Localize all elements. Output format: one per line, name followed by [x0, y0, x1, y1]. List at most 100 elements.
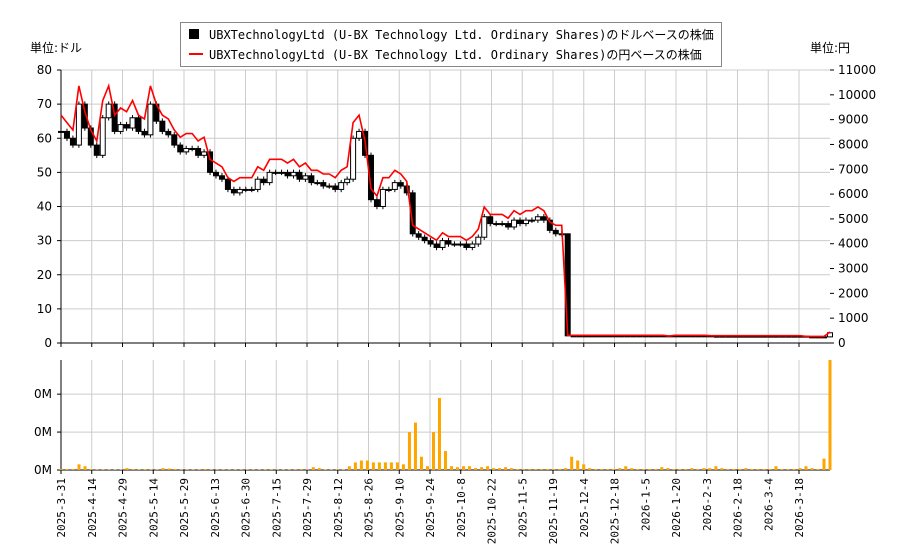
- candle-body: [177, 144, 184, 153]
- candle-body: [540, 216, 547, 221]
- volume-bar: [702, 468, 706, 470]
- candle: [463, 241, 470, 251]
- volume-bar: [516, 469, 520, 470]
- candle-body: [296, 171, 303, 180]
- candle: [290, 169, 297, 179]
- candle: [147, 101, 154, 138]
- volume-bar: [131, 469, 135, 470]
- volume-bar: [738, 469, 742, 470]
- volume-bar: [299, 469, 303, 470]
- left-axis-unit: 単位:ドル: [30, 41, 83, 55]
- candle-body: [99, 117, 106, 156]
- candle-body: [63, 130, 70, 139]
- x-tick-label: 2026-1-5: [639, 478, 652, 531]
- candle: [278, 169, 285, 176]
- volume-bar: [570, 456, 574, 470]
- candle: [445, 237, 452, 247]
- volume-bar: [732, 469, 736, 470]
- left-y-tick-label: 30: [37, 234, 52, 248]
- left-y-tick-label: 50: [37, 165, 52, 179]
- candle: [254, 176, 261, 193]
- volume-bar: [750, 469, 754, 470]
- candle: [433, 241, 440, 251]
- volume-bar: [804, 466, 808, 470]
- volume-bar: [630, 468, 634, 470]
- volume-bar: [822, 458, 826, 470]
- volume-bar: [768, 469, 772, 470]
- candle-body: [445, 240, 452, 245]
- candle-body: [427, 240, 434, 245]
- candle: [528, 217, 535, 223]
- candle-body: [189, 147, 196, 150]
- volume-bar: [425, 466, 429, 470]
- left-y-tick-label: 40: [37, 200, 52, 214]
- legend-item-usd: UBXTechnologyLtd (U-BX Technology Ltd. O…: [189, 25, 714, 43]
- candle-body: [397, 182, 404, 187]
- candle-body: [379, 188, 386, 207]
- candle: [367, 152, 374, 203]
- candle: [272, 169, 279, 176]
- x-tick-label: 2025-4-14: [86, 478, 99, 538]
- volume-bar: [474, 468, 478, 470]
- candle: [356, 128, 363, 141]
- candle-body: [367, 154, 374, 201]
- volume-bar: [353, 462, 357, 470]
- black-square-icon: [189, 29, 199, 39]
- volume-bar: [744, 468, 748, 470]
- volume-bar: [407, 432, 411, 470]
- candle-body: [266, 171, 273, 184]
- volume-bar: [401, 464, 405, 470]
- candle: [165, 128, 172, 138]
- candle: [493, 220, 500, 227]
- candle-body: [290, 171, 297, 177]
- candle: [397, 179, 404, 189]
- left-y-tick-label: 10: [37, 302, 52, 316]
- candle-body: [159, 120, 166, 132]
- volume-bar: [203, 469, 207, 470]
- volume-bar: [456, 467, 460, 470]
- candle: [481, 214, 488, 240]
- x-tick-label: 2025-3-31: [55, 478, 68, 538]
- jpy-price-line: [60, 83, 831, 338]
- x-tick-label: 2025-12-18: [609, 478, 622, 544]
- volume-bar: [684, 469, 688, 470]
- right-y-tick-label: 11000: [838, 63, 876, 77]
- candle-body: [528, 219, 535, 222]
- right-axis-unit: 単位:円: [810, 41, 851, 55]
- x-tick-label: 2026-2-18: [732, 478, 745, 538]
- candle: [236, 186, 243, 196]
- candle-body: [81, 103, 88, 129]
- x-tick-label: 2025-10-8: [455, 478, 468, 538]
- candle-body: [302, 175, 309, 180]
- candle: [135, 115, 142, 135]
- candle-body: [308, 175, 315, 184]
- candle: [332, 183, 339, 193]
- candle: [439, 237, 446, 251]
- volume-bar: [143, 469, 147, 470]
- volume-bar: [546, 469, 550, 470]
- candle: [344, 176, 351, 186]
- candle-body: [546, 219, 553, 231]
- candle-body: [242, 188, 249, 191]
- x-tick-label: 2025-11-5: [516, 478, 529, 538]
- candle-body: [344, 178, 351, 184]
- candle: [457, 241, 464, 247]
- candle-body: [522, 219, 529, 225]
- candle-body: [230, 188, 237, 194]
- volume-bar: [624, 466, 628, 470]
- candle: [75, 101, 82, 148]
- volume-bar: [666, 468, 670, 470]
- candle-body: [326, 185, 333, 188]
- candle: [207, 149, 214, 176]
- volume-bar: [714, 466, 718, 470]
- volume-bar: [534, 469, 538, 470]
- volume-bar: [83, 466, 87, 470]
- volume-bar: [395, 462, 399, 470]
- candle: [391, 179, 398, 193]
- candle-body: [552, 229, 559, 235]
- volume-bar: [552, 469, 556, 470]
- volume-bar: [431, 432, 435, 470]
- candle-body: [499, 223, 506, 226]
- left-y-tick-label: 70: [37, 97, 52, 111]
- candle-body: [212, 171, 219, 177]
